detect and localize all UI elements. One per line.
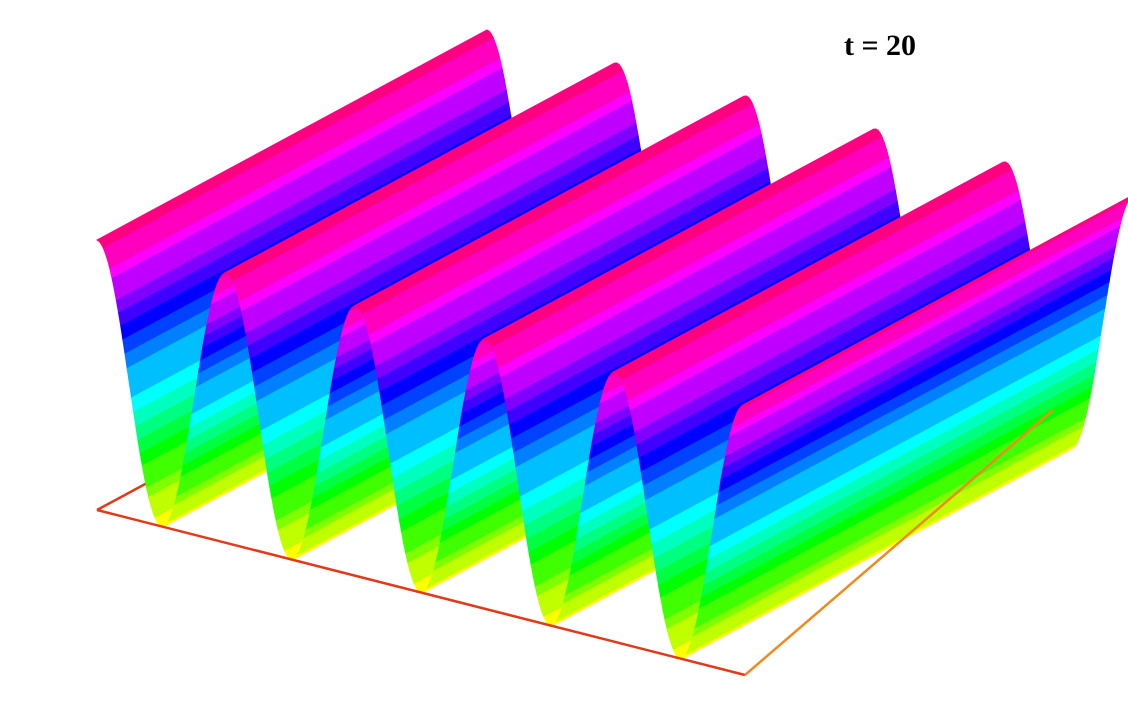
- wave-surface: [95, 29, 1128, 660]
- time-label: t = 20: [844, 29, 916, 62]
- base-front-edge: [96, 508, 746, 677]
- base-right-edge: [744, 409, 1054, 676]
- surface-strip: [742, 197, 1128, 406]
- surface-strip: [735, 199, 1128, 416]
